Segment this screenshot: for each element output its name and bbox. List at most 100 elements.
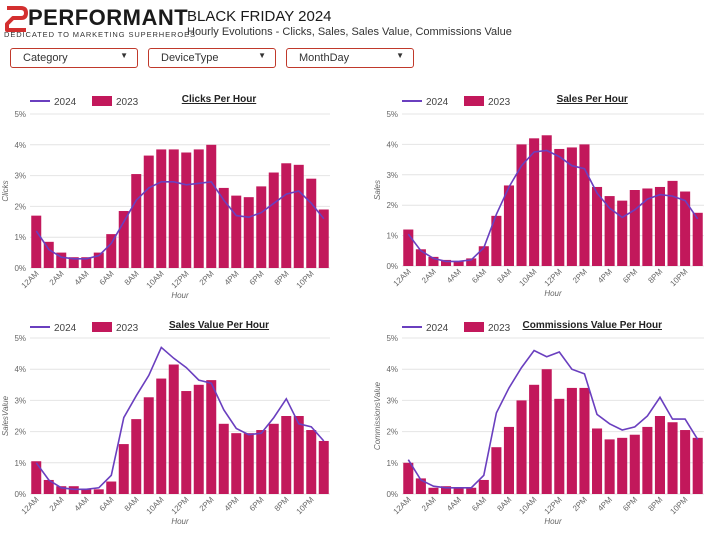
x-tick-label: 8PM <box>273 269 291 287</box>
x-tick-label: 4PM <box>596 495 614 513</box>
y-tick-label: 5% <box>14 110 26 119</box>
y-tick-label: 3% <box>386 171 398 180</box>
caret-down-icon: ▼ <box>258 51 266 60</box>
logo-mark-icon <box>5 6 28 32</box>
bar-2023-4am <box>81 489 92 494</box>
bar-2023-10pm <box>680 191 691 266</box>
caret-down-icon: ▼ <box>396 51 404 60</box>
bar-2023-9am <box>143 155 154 268</box>
y-tick-label: 4% <box>386 140 398 149</box>
legend-2023-label: 2023 <box>116 323 139 334</box>
bar-2023-4pm <box>604 439 615 494</box>
category-filter-label: Category <box>23 52 68 64</box>
y-tick-label: 3% <box>386 396 398 405</box>
x-axis-title: Hour <box>544 517 562 526</box>
bar-2023-3am <box>68 486 79 494</box>
bar-2023-7am <box>118 444 129 494</box>
bar-2023-12pm <box>554 148 565 266</box>
bar-2023-1am <box>415 478 426 494</box>
sales-per-hour-title: Sales Per Hour <box>557 94 628 105</box>
x-tick-label: 10PM <box>295 269 316 290</box>
x-tick-label: 6PM <box>621 495 639 513</box>
x-tick-label: 8AM <box>495 495 513 513</box>
bar-2023-10am <box>529 384 540 494</box>
category-filter[interactable]: Category ▼ <box>10 48 138 68</box>
bar-2023-1am <box>43 479 54 494</box>
sales-value-chart-panel: 0% 1% 2% 3% 4% 5% 12AM 2AM 4AM 6AM 8AM 10AM 12PM 2PM 4… <box>0 310 358 536</box>
commissions-value-per-hour-chart: 0%1%2%3%4%5%12AM 2AM 4AM 6AM 8AM 10AM 12PM 2PM 4… <box>373 320 704 526</box>
sales-per-hour-chart: 0%1%2%3%4%5%12AM 2AM 4AM 6AM 8AM 10AM 12PM 2PM 4… <box>373 94 704 298</box>
bar-2023-8am <box>131 419 142 494</box>
x-tick-label: 2AM <box>420 267 438 285</box>
sales-chart-panel: 0% 1% 2% 3% 4% 5% 12AM 2AM 4AM 6AM 8AM 10AM 12PM 2PM 4… <box>362 84 720 306</box>
x-tick-label: 10AM <box>517 267 538 288</box>
x-tick-label: 12PM <box>170 269 191 290</box>
legend-2023-label: 2023 <box>488 97 511 108</box>
x-tick-label: 2PM <box>571 495 589 513</box>
x-tick-label: 6PM <box>621 267 639 285</box>
bar-2023-12pm <box>554 398 565 494</box>
bar-2023-11pm <box>318 209 329 268</box>
y-axis-title: Clicks <box>1 180 10 201</box>
y-axis-title: CommissionsValue <box>373 381 382 450</box>
x-tick-label: 10AM <box>145 269 166 290</box>
bar-2023-3am <box>441 259 452 266</box>
bar-2023-10pm <box>306 430 317 494</box>
x-tick-label: 4AM <box>445 495 463 513</box>
bar-2023-10pm <box>680 430 691 494</box>
logo-wordmark: PERFORMANT <box>28 5 189 30</box>
y-tick-label: 0% <box>14 264 26 273</box>
bar-2023-5pm <box>243 433 254 494</box>
x-tick-label: 12PM <box>543 495 564 516</box>
x-tick-label: 10AM <box>517 495 538 516</box>
y-tick-label: 1% <box>14 233 26 242</box>
bar-2023-5pm <box>617 200 628 266</box>
x-tick-label: 2AM <box>48 495 66 513</box>
y-tick-label: 2% <box>386 428 398 437</box>
sales-value-per-hour-chart: 0%1%2%3%4%5%12AM 2AM 4AM 6AM 8AM 10AM 12PM 2PM 4… <box>1 320 330 526</box>
x-tick-label: 6PM <box>248 495 266 513</box>
bar-2023-8am <box>503 185 514 266</box>
bar-2023-2pm <box>206 380 217 494</box>
legend-2024-label: 2024 <box>426 323 449 334</box>
bar-2023-12pm <box>181 391 192 494</box>
bar-2023-4pm <box>231 433 242 494</box>
bar-2023-5pm <box>617 437 628 494</box>
y-tick-label: 2% <box>14 428 26 437</box>
x-tick-label: 4AM <box>73 495 91 513</box>
y-tick-label: 0% <box>14 490 26 499</box>
caret-down-icon: ▼ <box>120 51 128 60</box>
y-tick-label: 0% <box>386 262 398 271</box>
bar-2023-12am <box>403 229 414 266</box>
bar-2023-5am <box>466 487 477 494</box>
x-tick-label: 10AM <box>145 495 166 516</box>
bar-2023-8pm <box>654 186 665 266</box>
bar-2023-5am <box>93 489 104 494</box>
x-tick-label: 8AM <box>123 269 141 287</box>
bar-2023-5pm <box>243 197 254 268</box>
y-tick-label: 3% <box>14 396 26 405</box>
page-subtitle: Hourly Evolutions - Clicks, Sales, Sales… <box>187 26 512 38</box>
bar-2023-2am <box>428 487 439 494</box>
bar-2023-7am <box>491 447 502 494</box>
bar-2023-9am <box>516 144 527 266</box>
bar-2023-8pm <box>281 416 292 494</box>
bar-2023-8pm <box>654 416 665 494</box>
devicetype-filter[interactable]: DeviceType ▼ <box>148 48 276 68</box>
bar-2023-9am <box>143 397 154 494</box>
bar-2023-2am <box>428 256 439 266</box>
line-2024-series <box>407 349 699 489</box>
legend-2023-swatch <box>92 322 112 332</box>
bar-2023-2am <box>56 486 67 494</box>
bar-2023-4pm <box>604 196 615 266</box>
x-axis-title: Hour <box>171 291 189 300</box>
clicks-per-hour-title: Clicks Per Hour <box>182 94 257 105</box>
x-axis-title: Hour <box>544 289 562 298</box>
bar-2023-4am <box>81 257 92 268</box>
bar-2023-11pm <box>318 440 329 494</box>
x-tick-label: 2PM <box>571 267 589 285</box>
y-tick-label: 3% <box>14 172 26 181</box>
y-tick-label: 2% <box>386 201 398 210</box>
legend-2023-swatch <box>464 96 484 106</box>
monthday-filter[interactable]: MonthDay ▼ <box>286 48 414 68</box>
